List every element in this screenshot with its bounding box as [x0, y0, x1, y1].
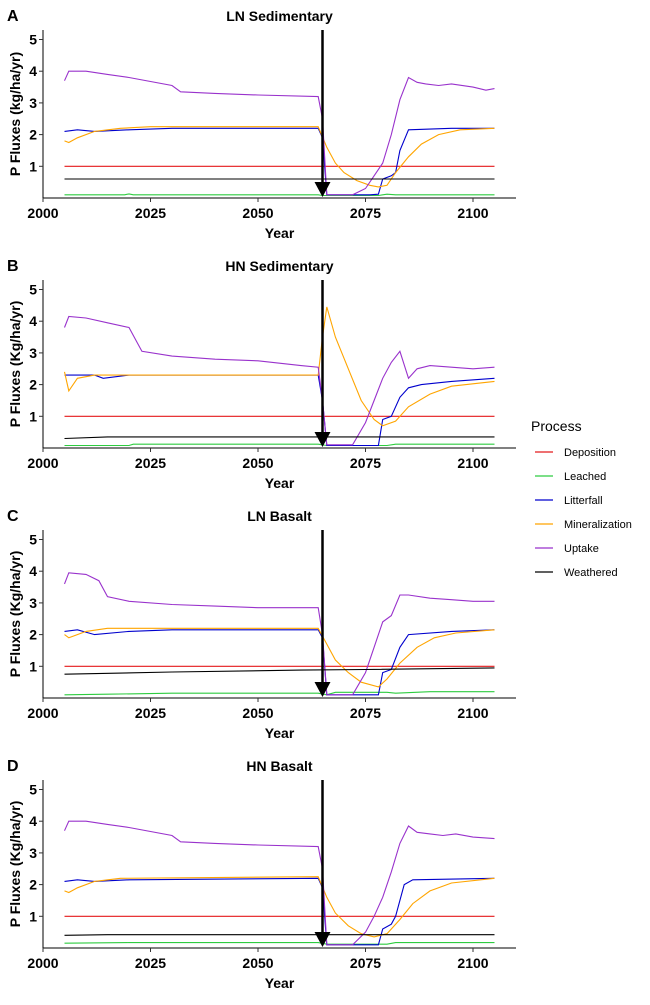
legend-label-mineralization: Mineralization [564, 519, 632, 531]
series-line-mineralization [64, 876, 495, 938]
legend-label-deposition: Deposition [564, 447, 616, 459]
y-tick-label: 4 [29, 563, 37, 579]
x-axis-title: Year [265, 975, 295, 991]
x-tick-label: 2000 [27, 455, 58, 471]
y-tick-label: 3 [29, 345, 37, 361]
event-arrow-head [314, 432, 331, 447]
chart-title: HN Basalt [246, 758, 312, 774]
y-tick-label: 2 [29, 877, 37, 893]
panels: A LN Sedimentary 1 2 3 4 5 2000 2025 2050 2075 2100… [7, 8, 516, 991]
x-tick-label: 2075 [350, 455, 381, 471]
legend-label-litterfall: Litterfall [564, 495, 603, 507]
series-line-mineralization [64, 627, 495, 688]
series-line-leached [64, 942, 495, 945]
legend-label-weathered: Weathered [564, 567, 618, 579]
y-tick-label: 1 [29, 658, 37, 674]
panel-letter: A [7, 8, 19, 25]
x-tick-label: 2025 [135, 455, 166, 471]
y-tick-label: 4 [29, 63, 37, 79]
y-axis-title: P Fluxes (Kg/ha/yr) [7, 551, 23, 678]
y-axis-title: P Fluxes (Kg/ha/yr) [7, 301, 23, 428]
series-line-weathered [64, 667, 495, 675]
x-tick-label: 2050 [242, 705, 273, 721]
series-line-uptake [63, 572, 495, 696]
x-tick-label: 2050 [242, 455, 273, 471]
y-tick-label: 5 [29, 532, 37, 548]
y-tick-label: 4 [29, 313, 37, 329]
y-tick-label: 1 [29, 158, 37, 174]
chart-title: LN Basalt [247, 508, 312, 524]
chart-title: LN Sedimentary [226, 8, 333, 24]
panel-letter: B [7, 258, 19, 275]
series-line-litterfall [64, 877, 495, 946]
x-tick-label: 2000 [27, 955, 58, 971]
series-line-uptake [63, 820, 495, 946]
y-tick-label: 5 [29, 32, 37, 48]
x-tick-label: 2075 [350, 205, 381, 221]
x-tick-label: 2000 [27, 705, 58, 721]
y-tick-label: 2 [29, 627, 37, 643]
y-tick-label: 2 [29, 377, 37, 393]
y-tick-label: 3 [29, 595, 37, 611]
x-tick-label: 2025 [135, 705, 166, 721]
legend-label-uptake: Uptake [564, 543, 599, 555]
panel-letter: C [7, 508, 19, 525]
series-line-leached [64, 691, 495, 696]
event-arrow-head [314, 182, 331, 197]
x-tick-label: 2075 [350, 705, 381, 721]
y-tick-label: 1 [29, 408, 37, 424]
y-axis-title: P Fluxes (kg/ha/yr) [7, 52, 23, 176]
x-tick-label: 2100 [457, 705, 488, 721]
series-line-mineralization [63, 306, 495, 427]
event-arrow-head [314, 932, 331, 947]
legend-title: Process [531, 418, 582, 434]
series-line-mineralization [64, 126, 495, 188]
panel-c: C LN Basalt 1 2 3 4 5 2000 2025 2050 2075 2100 Year P… [7, 508, 516, 741]
x-tick-label: 2100 [457, 205, 488, 221]
x-tick-label: 2075 [350, 955, 381, 971]
x-tick-label: 2050 [242, 955, 273, 971]
x-axis-title: Year [265, 725, 295, 741]
series-line-litterfall [64, 127, 495, 196]
x-tick-label: 2050 [242, 205, 273, 221]
legend: Process Deposition Leached Litterfall Minera… [531, 418, 632, 579]
x-tick-label: 2100 [457, 455, 488, 471]
y-tick-label: 3 [29, 845, 37, 861]
x-tick-label: 2000 [27, 205, 58, 221]
series-line-litterfall [64, 374, 495, 447]
y-tick-label: 2 [29, 127, 37, 143]
y-tick-label: 3 [29, 95, 37, 111]
y-axis-title: P Fluxes (Kg/ha/yr) [7, 801, 23, 928]
x-tick-label: 2100 [457, 955, 488, 971]
panel-d: D HN Basalt 1 2 3 4 5 2000 2025 2050 2075 2100 Year P… [7, 758, 516, 991]
x-tick-label: 2025 [135, 205, 166, 221]
x-axis-title: Year [265, 475, 295, 491]
series-line-leached [64, 193, 495, 197]
panel-letter: D [7, 758, 19, 775]
x-axis-title: Year [265, 225, 295, 241]
y-tick-label: 5 [29, 782, 37, 798]
event-arrow-head [314, 682, 331, 697]
panel-a: A LN Sedimentary 1 2 3 4 5 2000 2025 2050 2075 2100… [7, 8, 516, 241]
series-line-weathered [64, 436, 495, 440]
series-line-leached [64, 443, 495, 447]
chart-title: HN Sedimentary [225, 258, 333, 274]
series-line-weathered [64, 934, 495, 936]
x-tick-label: 2025 [135, 955, 166, 971]
y-tick-label: 5 [29, 282, 37, 298]
series-line-uptake [63, 70, 495, 196]
y-tick-label: 1 [29, 908, 37, 924]
y-tick-label: 4 [29, 813, 37, 829]
panel-b: B HN Sedimentary 1 2 3 4 5 2000 2025 2050 2075 2100… [7, 258, 516, 491]
legend-label-leached: Leached [564, 471, 606, 483]
series-line-uptake [63, 315, 495, 446]
